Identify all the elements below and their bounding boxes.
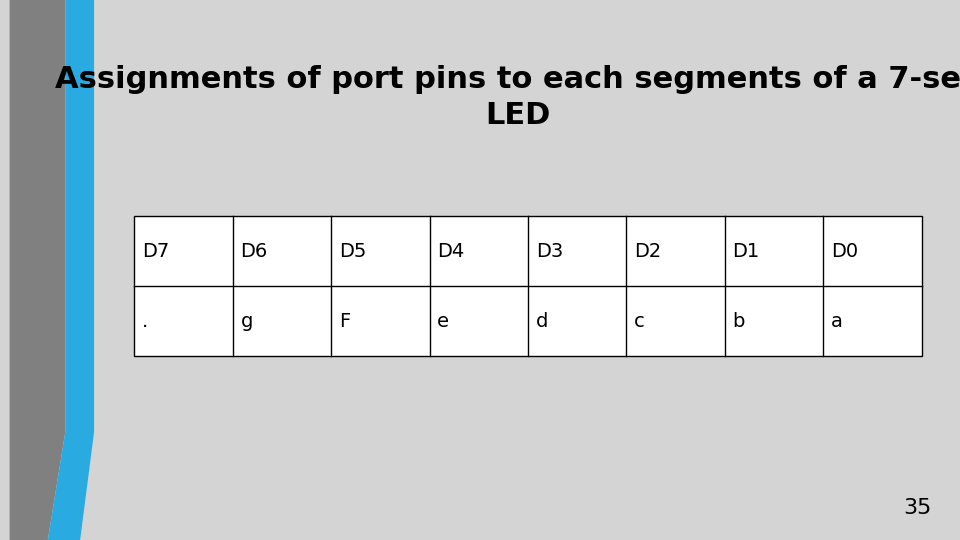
Text: .: . [142,312,149,331]
Polygon shape [46,0,94,540]
Text: D6: D6 [240,241,268,261]
Text: D3: D3 [536,241,563,261]
FancyBboxPatch shape [134,216,922,356]
Text: D2: D2 [634,241,661,261]
Text: e: e [438,312,449,331]
Text: d: d [536,312,548,331]
Text: Assignments of port pins to each segments of a 7-seg
LED: Assignments of port pins to each segment… [55,65,960,130]
Text: a: a [830,312,843,331]
Text: D1: D1 [732,241,759,261]
Text: b: b [732,312,745,331]
Text: 35: 35 [902,498,931,518]
Text: D4: D4 [438,241,465,261]
Text: D5: D5 [339,241,367,261]
Text: c: c [634,312,645,331]
Text: D7: D7 [142,241,169,261]
Polygon shape [10,0,65,540]
Text: F: F [339,312,350,331]
Text: g: g [240,312,252,331]
Text: D0: D0 [830,241,858,261]
